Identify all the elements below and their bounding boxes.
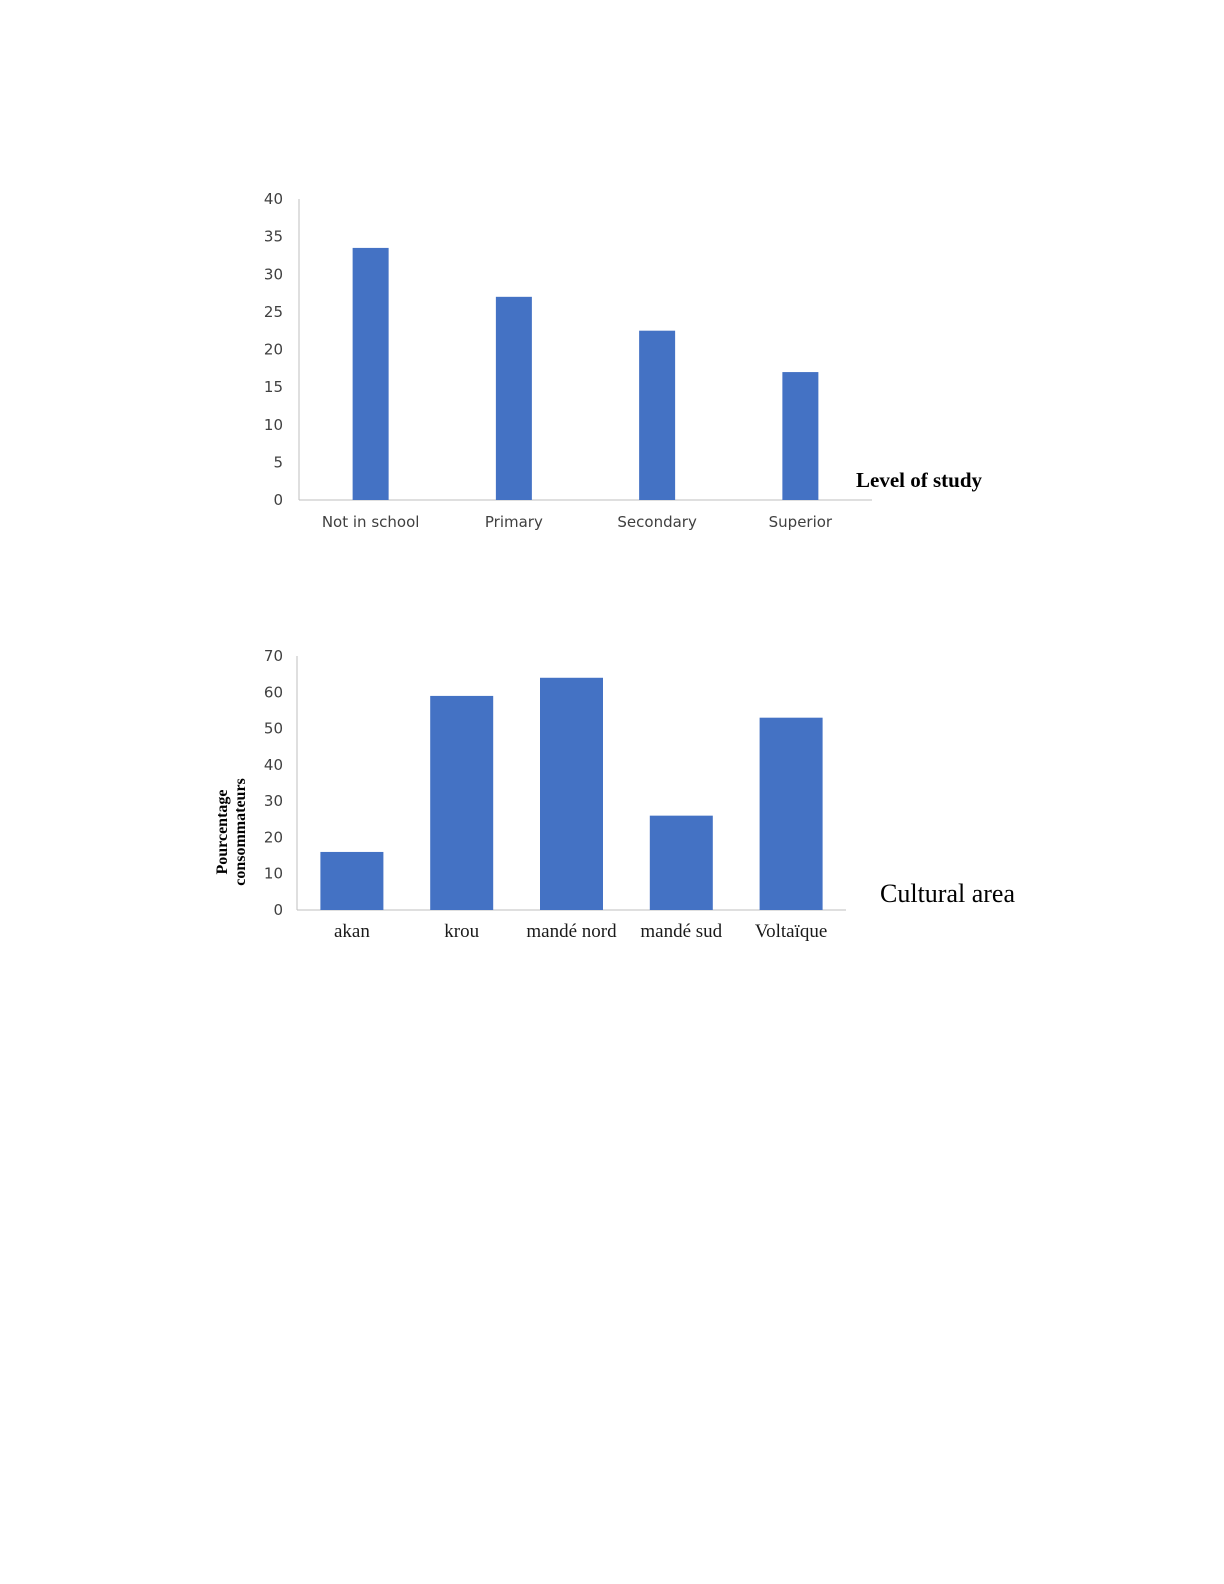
chart2-category-label: akan	[334, 921, 370, 942]
chart1-y-tick-label: 25	[264, 303, 283, 321]
chart2-bar	[649, 815, 713, 910]
chart1-y-tick-label: 5	[273, 453, 283, 471]
chart2-y-tick-label: 30	[264, 792, 283, 810]
chart2-category-label: mandé sud	[640, 921, 722, 942]
chart1-category-label: Not in school	[322, 513, 420, 531]
chart2-y-tick-label: 60	[264, 683, 283, 701]
chart1-category-label: Primary	[485, 513, 543, 531]
chart2-y-tick-label: 0	[273, 901, 283, 919]
chart1-y-tick-label: 40	[264, 190, 283, 208]
chart1-y-tick-label: 10	[264, 416, 283, 434]
chart2-y-tick-label: 20	[264, 828, 283, 846]
chart2-bar	[540, 677, 603, 910]
chart2-y-axis-title: Pourcentage consommateurs	[214, 778, 249, 886]
chart2-category-label: krou	[444, 921, 479, 942]
chart2-y-tick-label: 50	[264, 720, 283, 738]
chart2-bar	[759, 717, 823, 910]
chart2-category-label: Voltaïque	[755, 921, 827, 942]
chart1-bar	[352, 247, 389, 500]
chart2-x-axis-title: Cultural area	[880, 879, 1015, 908]
chart2-y-axis-title-line-2: consommateurs	[232, 778, 249, 886]
chart1-y-tick-label: 15	[264, 378, 283, 396]
chart2-y-tick-label: 70	[264, 647, 283, 665]
chart1-x-axis-title: Level of study	[856, 468, 983, 492]
chart1-y-tick-label: 30	[264, 265, 283, 283]
chart2-y-axis-title-line-1: Pourcentage	[214, 789, 231, 874]
chart2-bar	[320, 851, 384, 910]
chart2-category-label: mandé nord	[526, 921, 617, 942]
chart1-y-tick-label: 20	[264, 341, 283, 359]
cultural-area-chart: 0 10 20 30 40 50 60 70 akan krou mandé nord mandé …	[214, 647, 1015, 942]
chart1-bar	[495, 296, 532, 500]
chart2-y-tick-label: 10	[264, 865, 283, 883]
chart2-bar	[430, 695, 494, 910]
chart1-category-label: Superior	[769, 513, 833, 531]
level-of-study-chart: 0 5 10 15 20 25 30 35 40 Not in school Primary Sec…	[264, 190, 983, 531]
chart2-y-tick-label: 40	[264, 756, 283, 774]
chart1-bar	[639, 330, 676, 500]
chart1-bar	[782, 372, 819, 500]
chart1-category-label: Secondary	[617, 513, 697, 531]
chart1-y-tick-label: 0	[273, 491, 283, 509]
chart1-y-tick-label: 35	[264, 228, 283, 246]
